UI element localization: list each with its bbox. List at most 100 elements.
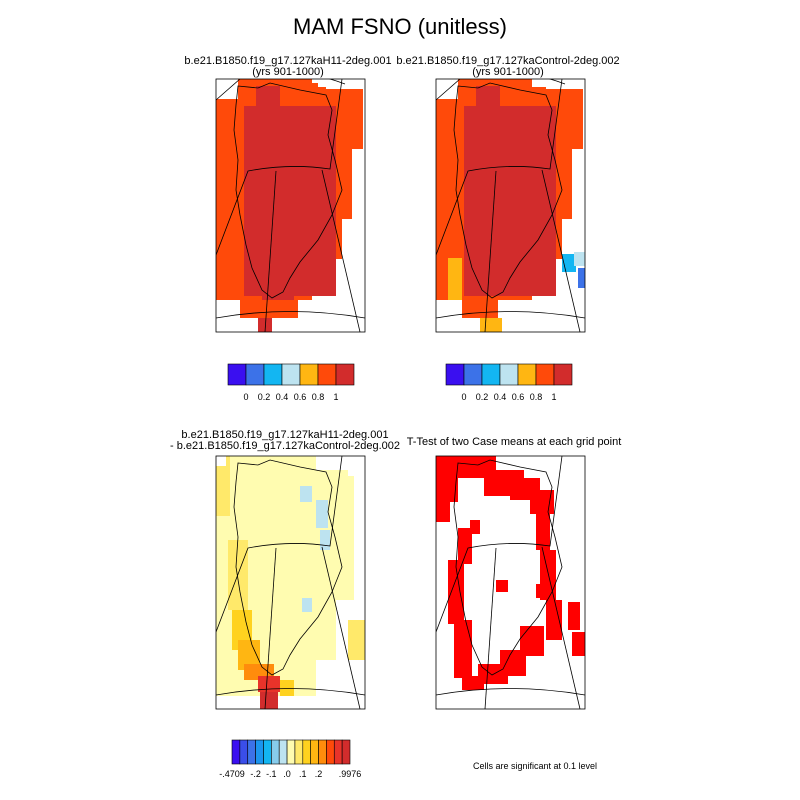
colorbar-tick-label: -.4709	[219, 769, 245, 779]
colorbar-tick-label: 0.2	[476, 392, 489, 402]
colorbar-swatch	[553, 363, 573, 386]
colorbar-tick-label: 1	[551, 392, 556, 402]
meridian	[541, 169, 581, 332]
meridian	[264, 547, 277, 709]
field-cell	[300, 486, 312, 502]
sig-cell	[470, 520, 480, 534]
map-lines-4	[436, 456, 585, 709]
colorbar-swatch	[299, 363, 319, 386]
field-cell	[562, 254, 576, 272]
map-lines-1	[216, 79, 365, 332]
colorbar-tick-label: 0.6	[512, 392, 525, 402]
field-cell	[574, 252, 585, 266]
colorbar-swatch	[286, 739, 296, 765]
colorbar-swatch	[231, 739, 241, 765]
parallel	[436, 311, 585, 319]
colorbar-tick-label: 0.8	[530, 392, 543, 402]
colorbar-tick-label: .9976	[339, 769, 362, 779]
panel-3-title-line-2: - b.e21.B1850.f19_g17.127kaControl-2deg.…	[170, 440, 400, 452]
colorbar-tick-label: 0.4	[494, 392, 507, 402]
field-cell	[464, 106, 556, 296]
sig-cell	[530, 490, 554, 514]
parallel	[216, 311, 365, 319]
colorbar-swatch	[318, 739, 327, 765]
graticule	[436, 456, 563, 633]
field-cell	[260, 692, 278, 709]
field-cell	[320, 530, 330, 550]
colorbar-panel-3: -.4709 -.2 -.1 .0 .1 .2 .9976	[219, 739, 362, 779]
field-cell	[240, 300, 298, 318]
field-layer-2	[436, 79, 585, 332]
panel-2-title: b.e21.B1850.f19_g17.127kaControl-2deg.00…	[378, 56, 638, 78]
field-cell	[326, 79, 365, 89]
field-cell	[476, 86, 500, 108]
colorbar-swatch	[281, 363, 301, 386]
parallel	[216, 688, 365, 696]
field-cell	[342, 220, 365, 300]
colorbar-tick-label: 0	[243, 392, 248, 402]
coastline	[453, 82, 563, 299]
panel-4-title-line-1: T-Test of two Case means at each grid po…	[406, 436, 622, 448]
page-title: MAM FSNO (unitless)	[293, 14, 507, 39]
colorbar-swatch	[333, 739, 343, 765]
colorbar-swatch	[302, 739, 311, 765]
colorbar-swatch	[517, 363, 537, 386]
parallel	[250, 79, 346, 85]
colorbar-swatch	[341, 739, 351, 765]
colorbar-swatch	[535, 363, 555, 386]
sig-cell	[448, 560, 464, 624]
meridian	[321, 546, 361, 709]
field-cell	[258, 676, 280, 692]
field-cell	[228, 470, 354, 600]
graticule	[436, 79, 563, 256]
sig-cell	[436, 478, 458, 502]
field-cell	[348, 456, 365, 476]
coastline	[233, 459, 343, 676]
parallel	[470, 79, 566, 85]
colorbar-tick-label: .0	[283, 769, 291, 779]
colorbar-tick-label: -.2	[250, 769, 261, 779]
field-layer-4	[436, 456, 585, 690]
map-frame	[215, 455, 366, 710]
colorbar-swatch	[310, 739, 319, 765]
field-cell	[436, 300, 585, 332]
colorbar-swatch	[247, 739, 256, 765]
map-frame	[435, 455, 586, 710]
panel-4-title: T-Test of two Case means at each grid po…	[384, 437, 644, 448]
colorbar-tick-label: .2	[315, 769, 323, 779]
field-cell	[256, 86, 280, 108]
field-cell	[238, 640, 260, 670]
sig-cell	[458, 528, 472, 564]
coastline	[453, 459, 563, 676]
colorbar-swatch	[278, 739, 288, 765]
colorbar-swatch	[317, 363, 337, 386]
colorbar-swatch	[445, 363, 465, 386]
map-lines-3	[216, 456, 365, 709]
field-cell	[448, 258, 462, 300]
panel-2-title-line-2: (yrs 901-1000)	[472, 66, 544, 78]
colorbar-tick-label: 0	[461, 392, 466, 402]
map-panel-2	[435, 78, 586, 333]
colorbar-tick-label: 0.2	[258, 392, 271, 402]
field-cell	[348, 620, 365, 660]
sig-cell	[496, 580, 508, 592]
sig-cell	[568, 602, 580, 630]
sig-cell	[436, 456, 496, 478]
colorbar-swatch	[245, 363, 265, 386]
colorbar-swatch	[326, 739, 335, 765]
map-panel-3	[215, 455, 366, 710]
sig-cell	[536, 584, 546, 598]
field-cell	[336, 600, 348, 620]
field-cell	[316, 500, 328, 528]
field-cell	[480, 318, 502, 332]
colorbar-swatch	[335, 363, 355, 386]
colorbar-swatch	[255, 739, 264, 765]
map-panel-1	[215, 78, 366, 333]
meridian	[264, 170, 277, 332]
colorbar-swatch	[499, 363, 519, 386]
panel-1-title-line-2: (yrs 901-1000)	[252, 66, 324, 78]
field-cell	[280, 680, 294, 696]
coastline	[233, 82, 343, 299]
field-cell	[216, 456, 230, 516]
